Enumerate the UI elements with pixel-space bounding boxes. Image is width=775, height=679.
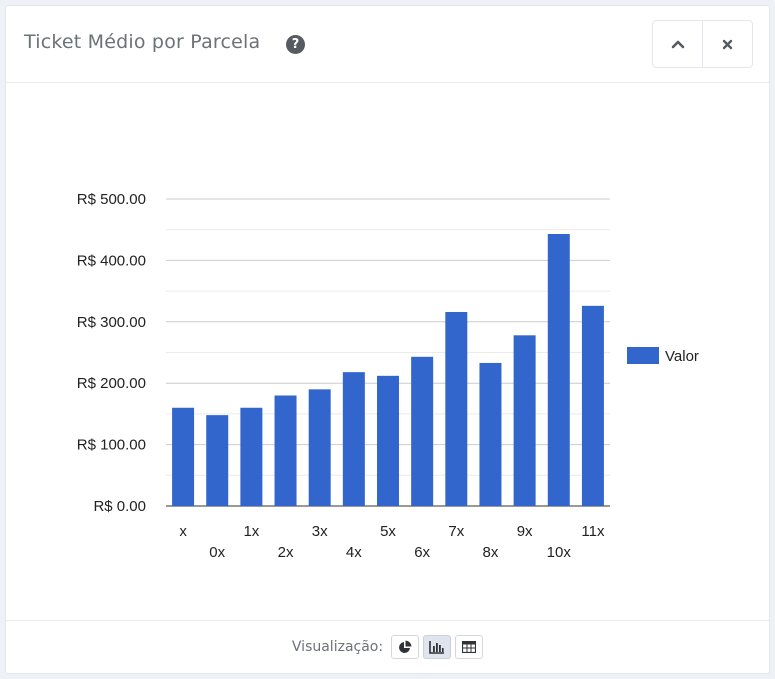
pie-chart-icon bbox=[399, 640, 412, 653]
x-tick-label: 8x bbox=[483, 544, 499, 561]
x-tick-label: 5x bbox=[380, 523, 396, 540]
bar-3x bbox=[308, 389, 331, 506]
panel-title: Ticket Médio por Parcela bbox=[24, 31, 261, 53]
header-button-group bbox=[652, 20, 753, 68]
bar-5x bbox=[377, 375, 399, 506]
close-icon bbox=[722, 39, 733, 49]
x-tick-label: 4x bbox=[346, 544, 362, 561]
bar-4x bbox=[342, 372, 365, 506]
x-tick-label: 7x bbox=[448, 523, 464, 540]
bar-x bbox=[172, 407, 195, 506]
panel-footer: Visualização: bbox=[6, 620, 769, 673]
bar-9x bbox=[513, 335, 536, 506]
bar-2x bbox=[274, 395, 297, 506]
y-tick-label: R$ 400.00 bbox=[77, 252, 146, 269]
y-tick-label: R$ 100.00 bbox=[77, 437, 146, 454]
bar-11x bbox=[581, 305, 604, 506]
pie-view-button[interactable] bbox=[391, 635, 420, 659]
bar-10x bbox=[547, 233, 570, 507]
panel-header: Ticket Médio por Parcela ? bbox=[6, 6, 769, 83]
visualization-label: Visualização: bbox=[291, 639, 384, 655]
bar-0x bbox=[206, 415, 229, 506]
bar-6x bbox=[411, 356, 434, 506]
chart-panel: Ticket Médio por Parcela ? R$ 0.00 R$ 100… bbox=[5, 5, 770, 674]
y-tick-label: R$ 0.00 bbox=[93, 498, 146, 515]
close-button[interactable] bbox=[702, 21, 752, 67]
bar-1x bbox=[240, 407, 263, 506]
table-view-button[interactable] bbox=[455, 635, 484, 659]
y-tick-label: R$ 300.00 bbox=[77, 314, 146, 331]
y-tick-label: R$ 200.00 bbox=[77, 375, 146, 392]
x-tick-label: 10x bbox=[547, 544, 572, 561]
x-tick-label: 3x bbox=[312, 523, 328, 540]
x-tick-label: x bbox=[179, 523, 187, 540]
legend-swatch bbox=[627, 347, 659, 364]
legend-label: Valor bbox=[665, 348, 699, 365]
chevron-up-icon bbox=[671, 40, 684, 49]
bar-8x bbox=[479, 362, 502, 506]
bar-chart: R$ 0.00 R$ 100.00 R$ 200.00 R$ 300.00 R$ 400… bbox=[77, 191, 699, 561]
chart-area: R$ 0.00 R$ 100.00 R$ 200.00 R$ 300.00 R$ 400… bbox=[6, 83, 769, 623]
table-icon bbox=[462, 641, 477, 653]
help-icon[interactable]: ? bbox=[286, 35, 305, 54]
collapse-button[interactable] bbox=[653, 21, 702, 67]
x-tick-label: 1x bbox=[243, 523, 259, 540]
y-tick-label: R$ 500.00 bbox=[77, 191, 146, 208]
x-tick-label: 0x bbox=[209, 544, 225, 561]
x-tick-label: 6x bbox=[414, 544, 430, 561]
bar-chart-icon bbox=[429, 641, 445, 654]
bar-7x bbox=[445, 311, 468, 506]
x-tick-label: 11x bbox=[581, 523, 605, 540]
x-tick-label: 9x bbox=[517, 523, 533, 540]
bar-view-button[interactable] bbox=[423, 635, 452, 659]
x-tick-label: 2x bbox=[278, 544, 294, 561]
